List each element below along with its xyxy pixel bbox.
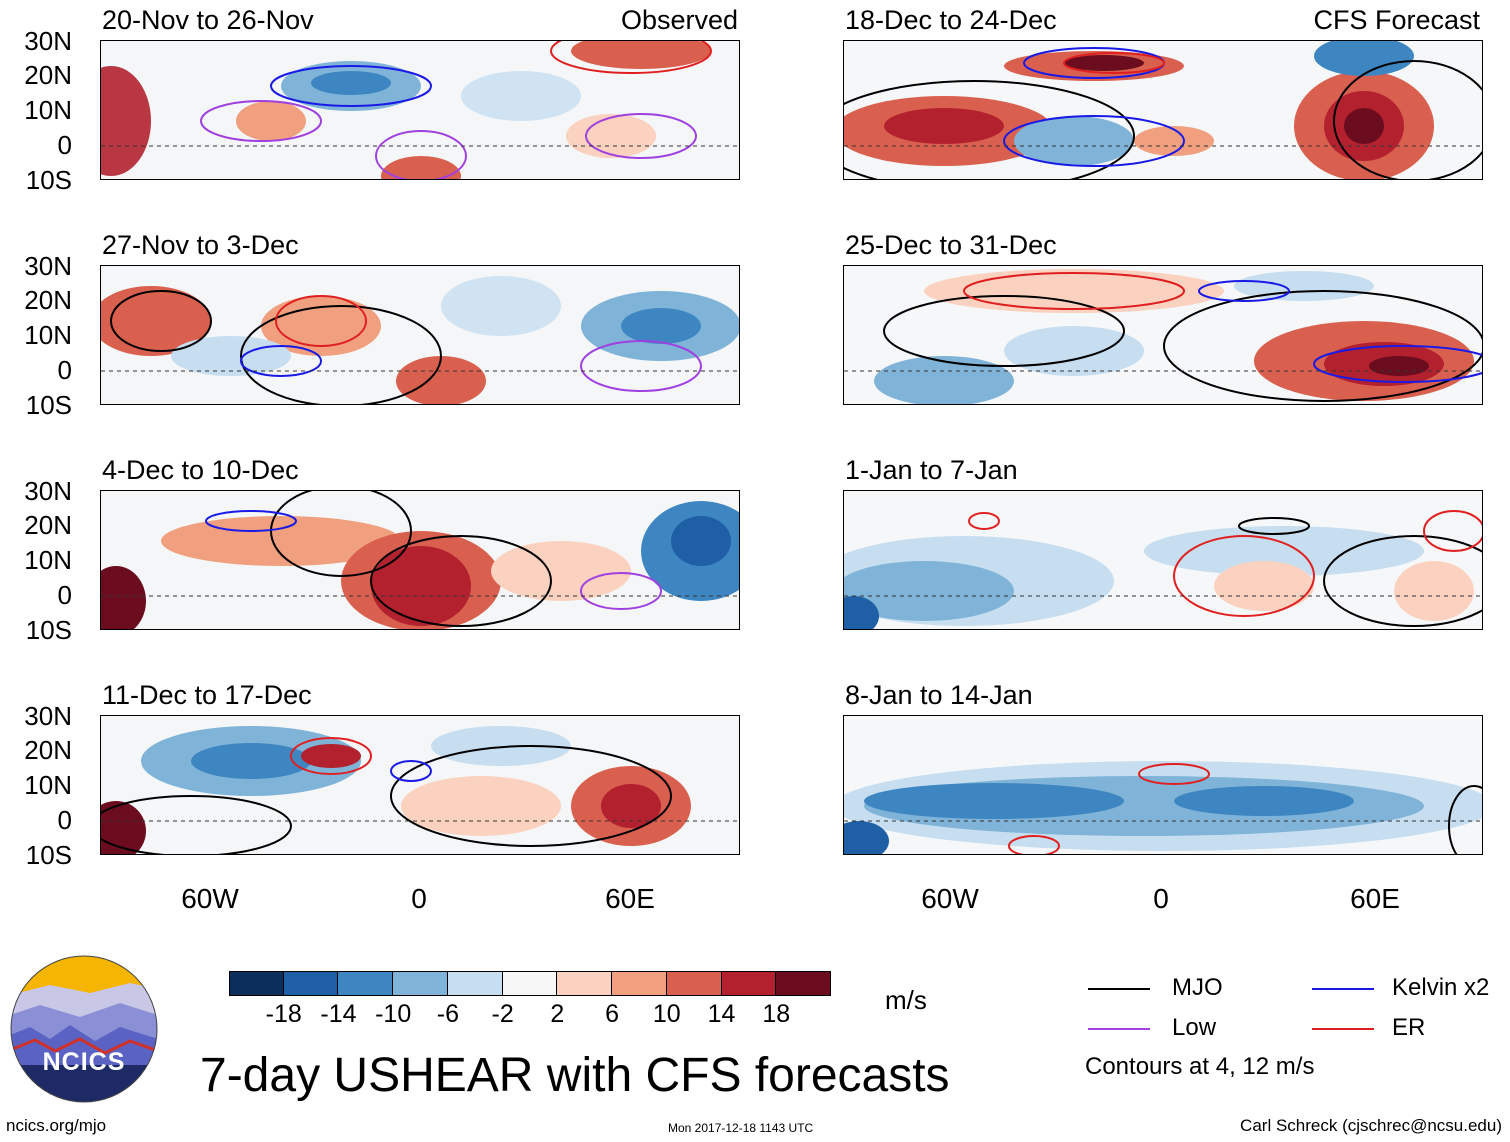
lat-label: 10S <box>25 390 72 420</box>
shear-map <box>844 491 1482 629</box>
legend-mjo: MJO <box>1172 974 1223 1001</box>
footer-timestamp: Mon 2017-12-18 1143 UTC <box>668 1121 814 1135</box>
colorbar-tick-label: 18 <box>762 1000 791 1028</box>
map-panel-observed-2 <box>100 265 740 405</box>
ncics-logo <box>10 955 158 1103</box>
lon-label: 60W <box>181 883 239 914</box>
lat-label: 0 <box>57 580 72 610</box>
panel-title: 27-Nov to 3-Dec <box>102 230 299 260</box>
panel-title: 1-Jan to 7-Jan <box>845 455 1018 485</box>
lon-label: 60E <box>605 883 655 914</box>
lat-label: 20N <box>24 510 72 540</box>
shear-map <box>844 716 1482 854</box>
legend-er-line <box>1312 1028 1374 1030</box>
colorbar-tick-label: -14 <box>320 1000 357 1028</box>
lat-label: 10N <box>24 320 72 350</box>
colorbar-tick-label: 14 <box>707 1000 736 1028</box>
lon-label: 60E <box>1350 883 1400 914</box>
map-panel-observed-3 <box>100 490 740 630</box>
lat-label: 0 <box>57 805 72 835</box>
colorbar-swatch <box>612 971 667 996</box>
legend-mjo-line <box>1088 988 1150 990</box>
lat-label: 0 <box>57 355 72 385</box>
colorbar-tick-label: -18 <box>265 1000 302 1028</box>
main-title: 7-day USHEAR with CFS forecasts <box>200 1049 950 1102</box>
shear-map <box>101 716 739 854</box>
map-panel-forecast-3 <box>843 490 1483 630</box>
lat-label: 30N <box>24 701 72 731</box>
map-panel-observed-4 <box>100 715 740 855</box>
lat-label: 0 <box>57 130 72 160</box>
cfs-forecast-label: CFS Forecast <box>1313 5 1480 35</box>
lat-label: 10N <box>24 770 72 800</box>
colorbar-swatch <box>338 971 394 996</box>
colorbar-tick-label: 10 <box>652 1000 681 1028</box>
colorbar-unit: m/s <box>885 985 927 1015</box>
colorbar-swatch <box>721 971 777 996</box>
colorbar-swatch <box>447 971 503 996</box>
legend-note: Contours at 4, 12 m/s <box>1085 1053 1315 1080</box>
colorbar-tick-label: -10 <box>375 1000 412 1028</box>
lat-label: 10N <box>24 95 72 125</box>
lat-label: 10S <box>25 615 72 645</box>
lat-label: 20N <box>24 60 72 90</box>
lat-label: 10S <box>25 840 72 870</box>
colorbar-tick-label: 2 <box>550 1000 565 1028</box>
footer-url[interactable]: ncics.org/mjo <box>6 1116 107 1135</box>
lat-label: 10N <box>24 545 72 575</box>
observed-label: Observed <box>620 5 738 35</box>
lat-label: 20N <box>24 285 72 315</box>
panel-title: 20-Nov to 26-Nov <box>102 5 314 35</box>
map-panel-observed-1 <box>100 40 740 180</box>
panel-title: 4-Dec to 10-Dec <box>102 455 299 485</box>
panel-title: 8-Jan to 14-Jan <box>845 680 1033 710</box>
shear-map <box>844 41 1482 179</box>
legend-kelvin-line <box>1312 988 1374 990</box>
panel-title: 25-Dec to 31-Dec <box>845 230 1057 260</box>
legend-er: ER <box>1392 1014 1426 1041</box>
lon-label: 0 <box>411 883 427 914</box>
colorbar-swatch <box>666 971 722 996</box>
map-panel-forecast-1 <box>843 40 1483 180</box>
colorbar-swatch <box>776 971 831 996</box>
map-panel-forecast-4 <box>843 715 1483 855</box>
colorbar-swatch <box>557 971 613 996</box>
legend-kelvin: Kelvin x2 <box>1392 974 1490 1001</box>
lon-label: 0 <box>1153 883 1169 914</box>
colorbar-tick-label: -6 <box>436 1000 460 1028</box>
colorbar-swatch <box>502 971 558 996</box>
colorbar-swatch <box>229 971 284 996</box>
colorbar-tick-label: -2 <box>491 1000 514 1028</box>
shear-map <box>101 41 739 179</box>
logo-icon <box>10 955 158 1103</box>
panel-title: 11-Dec to 17-Dec <box>102 680 312 710</box>
map-panel-forecast-2 <box>843 265 1483 405</box>
shear-map <box>101 491 739 629</box>
shear-map <box>844 266 1482 404</box>
colorbar-swatch <box>393 971 448 996</box>
lat-label: 30N <box>24 26 72 56</box>
colorbar-swatch <box>283 971 339 996</box>
legend-low: Low <box>1172 1014 1217 1041</box>
lat-label: 20N <box>24 735 72 765</box>
legend-low-line <box>1088 1028 1150 1030</box>
panel-title: 18-Dec to 24-Dec <box>845 5 1057 35</box>
lon-label: 60W <box>921 883 979 914</box>
lat-label: 30N <box>24 251 72 281</box>
lat-label: 30N <box>24 476 72 506</box>
colorbar-tick-label: 6 <box>605 1000 620 1028</box>
shear-map <box>101 266 739 404</box>
footer-author: Carl Schreck (cjschrec@ncsu.edu) <box>1240 1116 1502 1135</box>
logo-text: NCICS <box>42 1048 126 1076</box>
lat-label: 10S <box>25 165 72 195</box>
